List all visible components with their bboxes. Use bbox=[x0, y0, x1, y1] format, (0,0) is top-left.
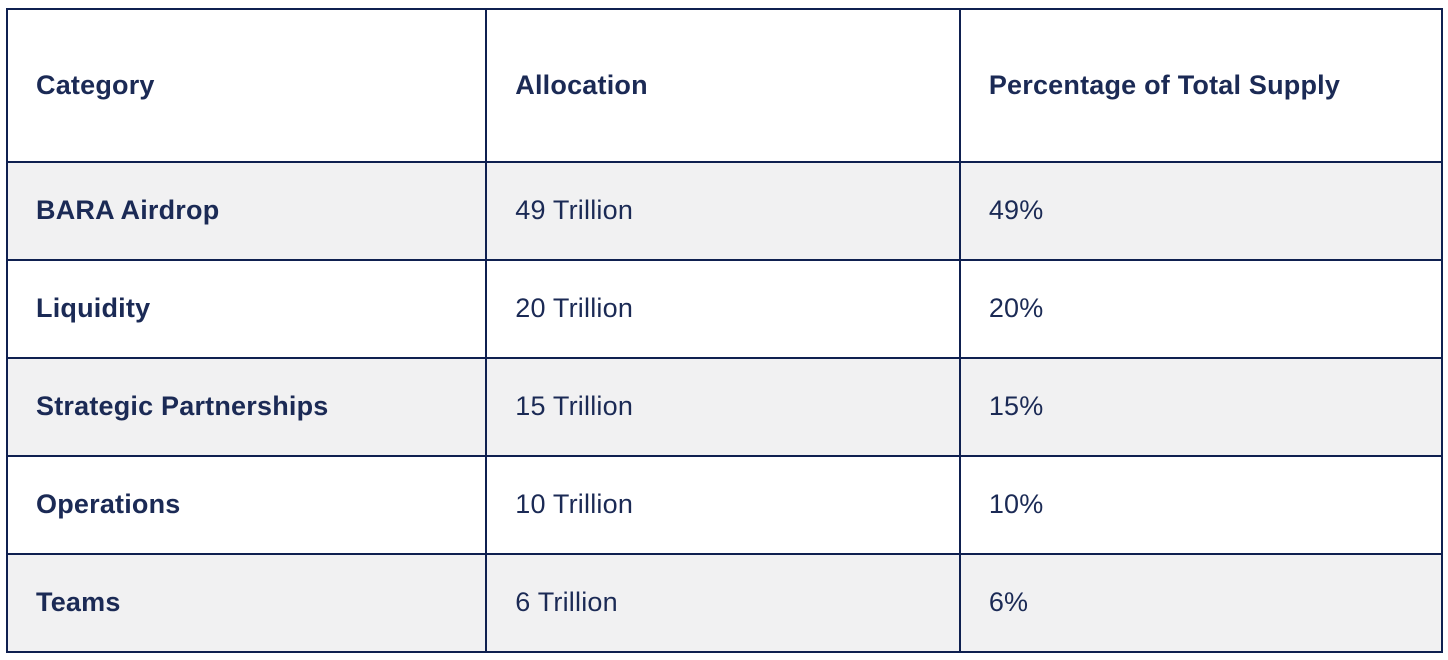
header-allocation: Allocation bbox=[485, 8, 961, 163]
cell-category: Teams bbox=[5, 553, 488, 653]
table-header-row: Category Allocation Percentage of Total … bbox=[5, 8, 1444, 163]
cell-allocation: 10 Trillion bbox=[485, 455, 961, 555]
cell-percentage: 6% bbox=[958, 553, 1444, 653]
cell-allocation: 6 Trillion bbox=[485, 553, 961, 653]
table-row: Operations 10 Trillion 10% bbox=[5, 455, 1444, 555]
table-row: Teams 6 Trillion 6% bbox=[5, 553, 1444, 653]
cell-percentage: 15% bbox=[958, 357, 1444, 457]
cell-allocation: 20 Trillion bbox=[485, 259, 961, 359]
header-category: Category bbox=[5, 8, 488, 163]
cell-category: Operations bbox=[5, 455, 488, 555]
header-percentage: Percentage of Total Supply bbox=[958, 8, 1444, 163]
cell-category: BARA Airdrop bbox=[5, 161, 488, 261]
cell-category: Liquidity bbox=[5, 259, 488, 359]
cell-allocation: 15 Trillion bbox=[485, 357, 961, 457]
table-row: Strategic Partnerships 15 Trillion 15% bbox=[5, 357, 1444, 457]
cell-percentage: 10% bbox=[958, 455, 1444, 555]
cell-category: Strategic Partnerships bbox=[5, 357, 488, 457]
cell-allocation: 49 Trillion bbox=[485, 161, 961, 261]
table-row: Liquidity 20 Trillion 20% bbox=[5, 259, 1444, 359]
table-row: BARA Airdrop 49 Trillion 49% bbox=[5, 161, 1444, 261]
cell-percentage: 49% bbox=[958, 161, 1444, 261]
token-allocation-table: Category Allocation Percentage of Total … bbox=[5, 8, 1444, 653]
cell-percentage: 20% bbox=[958, 259, 1444, 359]
